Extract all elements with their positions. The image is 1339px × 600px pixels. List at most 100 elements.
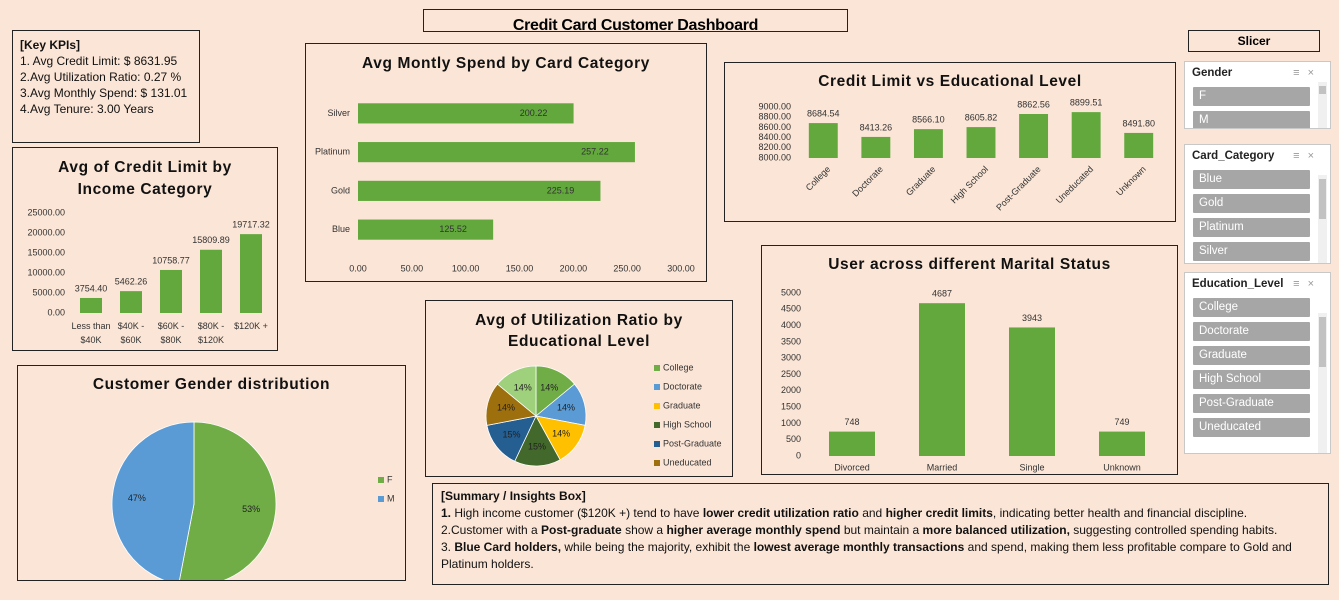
x-tick-label: $60K -$80K [158,321,185,345]
slicer-item[interactable]: Silver [1193,242,1310,261]
data-label: 8862.56 [1017,99,1050,109]
y-tick-label: 25000.00 [27,207,65,217]
kpi-item: 4.Avg Tenure: 3.00 Years [20,102,154,116]
y-tick-label: 20000.00 [27,227,65,237]
slicer-item[interactable]: Post-Graduate [1193,394,1310,413]
y-tick-label: 15000.00 [27,247,65,257]
summary-text: 2.Customer with a [441,523,542,537]
data-label: 5462.26 [115,277,148,287]
legend-label: Post-Graduate [663,438,722,448]
x-tick-label: College [804,164,833,193]
y-tick-label: 8800.00 [758,112,791,122]
chart: User across different Marital Status 0 500… [781,256,1145,472]
summary-text: show a [621,523,667,537]
data-label: 200.22 [520,108,548,118]
slicer-item[interactable]: Blue [1193,170,1310,189]
x-tick-label: 100.00 [452,263,480,273]
summary-text: higher credit limits [885,506,993,520]
summary-text: suggesting controlled spending habits. [1069,523,1278,537]
summary-text: but maintain a [840,523,923,537]
data-label: 125.52 [439,224,467,234]
summary-text: lower credit utilization ratio [702,506,859,520]
chart-title: Avg of Credit Limit by Income Category [58,159,232,198]
y-tick-label: 3500 [781,336,801,346]
legend-label: Graduate [663,400,701,410]
legend-label: Doctorate [663,381,702,391]
x-tick-label: Doctorate [850,164,885,199]
bar [1099,431,1145,456]
x-tick-label: Divorced [834,462,870,472]
kpi-item: 3.Avg Monthly Spend: $ 131.01 [20,86,188,100]
x-tick-label: 0.00 [349,263,367,273]
data-label: 14% [514,382,532,392]
x-tick-label: $40K -$60K [118,321,145,345]
kpi-box: [Key KPIs] 1. Avg Credit Limit: $ 8631.9… [12,30,200,143]
y-tick-label: Silver [327,108,350,118]
data-label: 8413.26 [860,122,893,132]
x-tick-label: 200.00 [560,263,588,273]
slicer-item[interactable]: Doctorate [1193,322,1310,341]
slicer-icons: ≡× [1293,278,1322,290]
summary-text: , indicating better health and financial… [992,506,1248,520]
scroll-thumb [1319,86,1326,94]
summary-box: [Summary / Insights Box] 1. High income … [432,483,1329,585]
bar [240,234,262,313]
data-label: 14% [497,403,515,413]
chart-panel: Customer Gender distribution 53% 47% F M [17,365,406,587]
slicer-item[interactable]: F [1193,87,1310,106]
slicer-item[interactable]: High School [1193,370,1310,389]
kpi-heading: [Key KPIs] [20,38,81,52]
bar [358,142,635,163]
y-tick-label: 8400.00 [758,132,791,142]
data-label: 15% [528,441,546,451]
y-tick-label: 500 [786,434,801,444]
legend-swatch [654,422,660,428]
chart-panel: Credit Limit vs Educational Level 8000.00… [724,62,1176,222]
slicer-title: Slicer [1188,30,1320,52]
slicer-item[interactable]: Uneducated [1193,418,1310,437]
bar [358,103,574,124]
data-label: 257.22 [581,147,609,157]
summary-text: more balanced utilization, [922,523,1070,537]
summary-line: 3. Blue Card holders, while being the ma… [441,539,1320,573]
chart: Credit Limit vs Educational Level 8000.00… [758,73,1155,212]
data-label: 53% [242,504,260,514]
slicer-icons: ≡× [1293,67,1322,79]
data-label: 3943 [1022,313,1042,323]
legend-swatch [654,460,660,466]
slicer-panel: Education_Level ≡× College Doctorate Graduat… [1184,272,1331,454]
legend-swatch [654,441,660,447]
scroll-thumb [1319,317,1326,367]
data-label: 14% [552,429,570,439]
chart-title: Avg of Utilization Ratio by Educational L… [475,312,683,350]
y-tick-label: 3000 [781,353,801,363]
legend-swatch [378,496,384,502]
pie-slice [496,365,537,417]
summary-text: while being the majority, exhibit the [561,540,754,554]
chart: Avg of Credit Limit by Income Category 0.0… [27,159,269,345]
bar [966,127,996,158]
y-tick-label: 8200.00 [758,142,791,152]
slicer-item[interactable]: College [1193,298,1310,317]
x-tick-label: Married [927,462,958,472]
summary-text: Blue Card holders, [454,540,562,554]
data-label: 4687 [932,289,952,299]
slicer-item[interactable]: M [1193,111,1310,128]
x-tick-label: Unknown [1114,164,1148,198]
chart-title: Customer Gender distribution [93,376,330,393]
bar [861,136,891,158]
x-tick-label: Post-Graduate [994,164,1042,212]
slicer-item[interactable]: Gold [1193,194,1310,213]
y-tick-label: Blue [332,224,350,234]
data-label: 225.19 [547,185,575,195]
bar [913,129,943,158]
slicer-item[interactable]: Graduate [1193,346,1310,365]
y-tick-label: 9000.00 [758,101,791,111]
legend-label: High School [663,419,712,429]
summary-text: 1. [441,506,452,520]
legend-label: College [663,362,694,372]
slicer-item[interactable]: Platinum [1193,218,1310,237]
y-tick-label: 2000 [781,385,801,395]
kpi-item: 2.Avg Utilization Ratio: 0.27 % [20,70,182,84]
bar [200,249,222,313]
